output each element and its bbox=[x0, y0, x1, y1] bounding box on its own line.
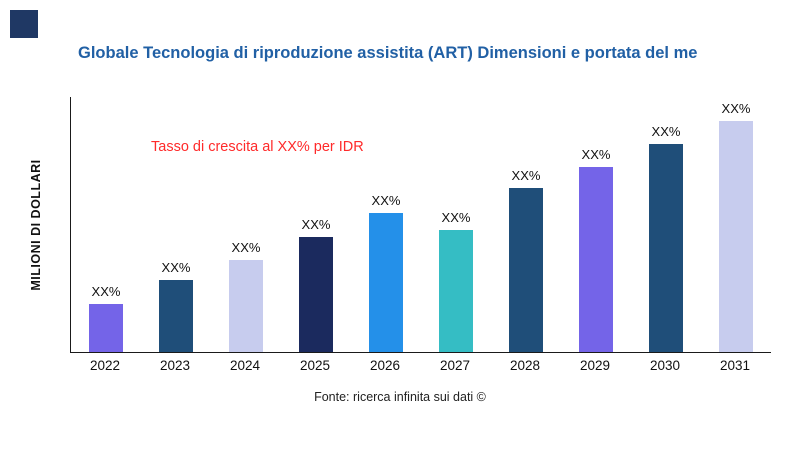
x-tick-2030: 2030 bbox=[649, 358, 681, 373]
bar-slot-2023: XX% bbox=[141, 97, 211, 352]
bar-value-label-2027: XX% bbox=[441, 209, 471, 225]
bar-slot-2026: XX% bbox=[351, 97, 421, 352]
x-tick-2025: 2025 bbox=[299, 358, 331, 373]
x-tick-2022: 2022 bbox=[89, 358, 121, 373]
x-tick-2031: 2031 bbox=[719, 358, 751, 373]
bar-2022 bbox=[89, 303, 123, 352]
bar-slot-2024: XX% bbox=[211, 97, 281, 352]
y-axis-label: MILIONI DI DOLLARI bbox=[29, 159, 43, 291]
growth-rate-annotation: Tasso di crescita al XX% per IDR bbox=[151, 139, 364, 155]
plot-area: Tasso di crescita al XX% per IDR XX% XX% X… bbox=[70, 97, 771, 353]
x-tick-2023: 2023 bbox=[159, 358, 191, 373]
bar-2023 bbox=[159, 280, 193, 352]
bar-2027 bbox=[439, 229, 473, 352]
bar-value-label-2025: XX% bbox=[301, 216, 331, 232]
bar-2024 bbox=[229, 259, 263, 352]
x-tick-2029: 2029 bbox=[579, 358, 611, 373]
bar-2030 bbox=[649, 144, 683, 352]
x-tick-2026: 2026 bbox=[369, 358, 401, 373]
bar-2028 bbox=[509, 188, 543, 352]
source-footnote: Fonte: ricerca infinita sui dati © bbox=[314, 390, 486, 404]
bar-slot-2027: XX% bbox=[421, 97, 491, 352]
bars-container: XX% XX% XX% XX% XX% XX% XX% XX% XX% XX% bbox=[71, 97, 771, 352]
bar-value-label-2028: XX% bbox=[511, 168, 541, 183]
bar-slot-2030: XX% bbox=[631, 97, 701, 352]
bar-slot-2025: XX% bbox=[281, 97, 351, 352]
bar-slot-2029: XX% bbox=[561, 97, 631, 352]
bar-slot-2028: XX% bbox=[491, 97, 561, 352]
bar-value-label-2024: XX% bbox=[231, 239, 261, 255]
x-tick-2028: 2028 bbox=[509, 358, 541, 373]
chart-title: Globale Tecnologia di riproduzione assis… bbox=[78, 44, 698, 62]
x-tick-2024: 2024 bbox=[229, 358, 261, 373]
bar-value-label-2031: XX% bbox=[721, 101, 751, 116]
bar-2025 bbox=[299, 236, 333, 352]
x-tick-2027: 2027 bbox=[439, 358, 471, 373]
brand-logo-square bbox=[10, 10, 38, 38]
bar-2029 bbox=[579, 167, 613, 352]
bar-value-label-2022: XX% bbox=[91, 283, 121, 299]
x-axis-ticks: 2022 2023 2024 2025 2026 2027 2028 2029 2030 2031 bbox=[70, 358, 770, 373]
bar-slot-2031: XX% bbox=[701, 97, 771, 352]
bar-value-label-2026: XX% bbox=[371, 193, 401, 209]
bar-value-label-2030: XX% bbox=[651, 124, 681, 140]
bar-slot-2022: XX% bbox=[71, 97, 141, 352]
bar-value-label-2023: XX% bbox=[161, 260, 191, 276]
bar-2031 bbox=[719, 121, 753, 352]
bar-2026 bbox=[369, 213, 403, 352]
bar-value-label-2029: XX% bbox=[581, 147, 611, 163]
